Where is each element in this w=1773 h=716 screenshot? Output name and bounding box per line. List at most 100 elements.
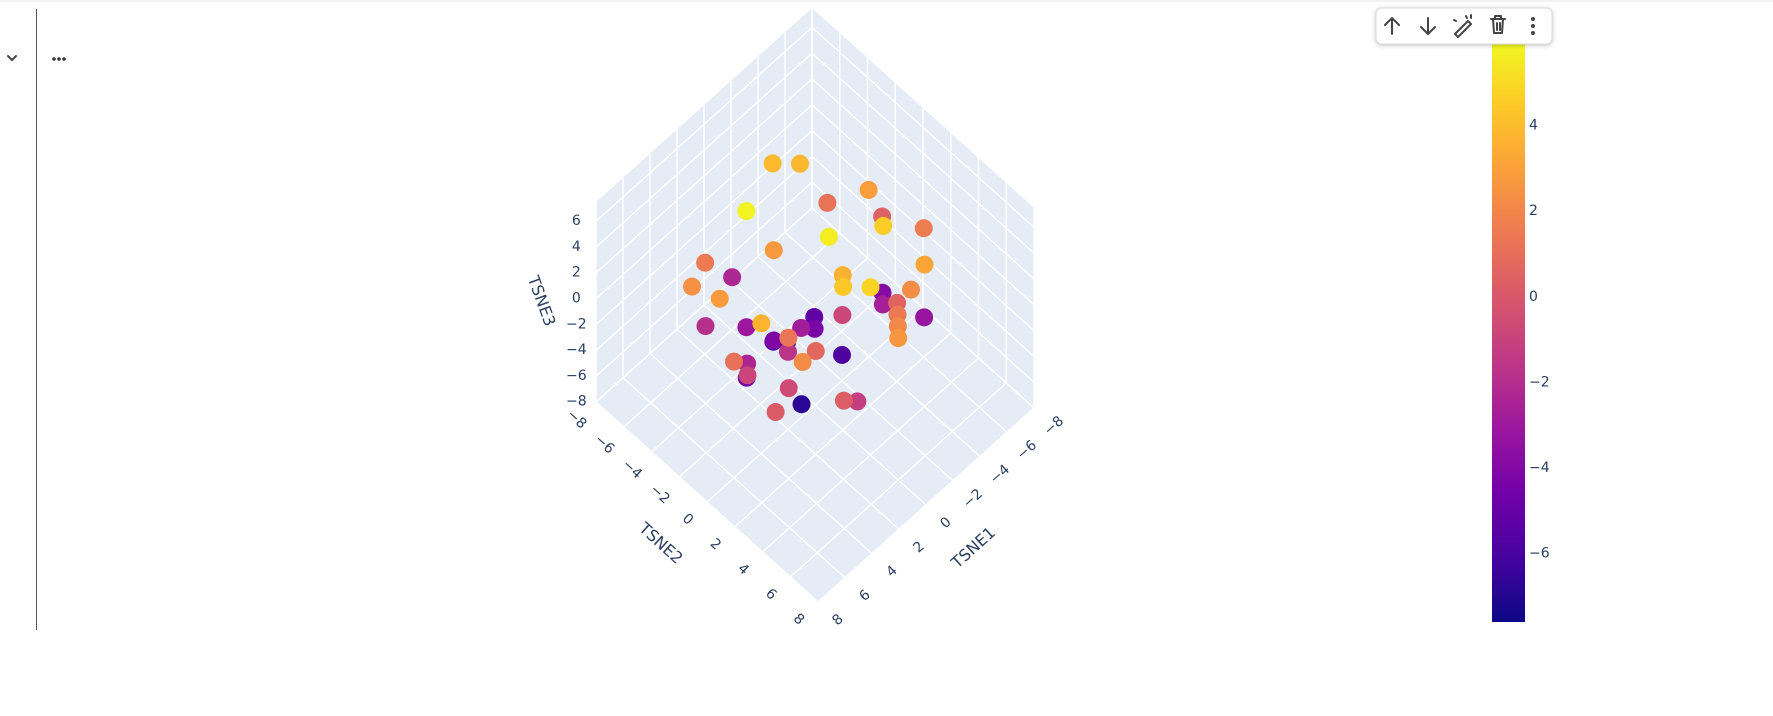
point [806,342,825,361]
x-tick-label: −8 [1041,413,1067,439]
grid-line [706,307,924,503]
grid-line [811,52,1035,254]
x-tick-label: 0 [937,514,954,532]
point [859,180,878,199]
grid-line [811,181,1035,383]
grid-line [811,78,1035,280]
y-tick-label: 8 [790,611,807,629]
x-tick-label: 4 [883,563,900,581]
point [874,216,893,235]
y-tick-label: −2 [647,482,673,508]
point [764,331,783,350]
point [792,318,811,337]
grid-line [595,155,813,351]
x-tick-label: −6 [1014,437,1040,463]
y-tick-label: 6 [762,586,779,604]
point [861,278,880,297]
point [915,308,934,327]
y-tick-label: 0 [679,511,696,529]
grid-line [595,78,813,274]
x-tick-label: −4 [987,462,1013,488]
point [873,295,892,314]
point [848,392,867,411]
colorbar [1492,40,1525,622]
point [710,289,729,308]
point [752,314,771,333]
point [833,345,851,364]
point [683,277,701,296]
point [834,277,853,296]
z-tick-label: 2 [572,265,581,281]
z-tick-label: 4 [572,239,581,255]
y-tick-label: −8 [564,407,590,433]
point [737,202,756,221]
point [889,329,908,348]
grid-line [623,232,841,428]
point [902,280,920,299]
grid-line [811,104,1035,306]
z-tick-label: −6 [566,368,587,384]
point [792,395,811,414]
y-tick-label: 2 [707,536,724,554]
y-axis-title: TSNE2 [635,518,687,568]
z-tick-label: 6 [572,213,581,229]
grid-line [817,407,1035,603]
x-tick-label: 8 [829,611,846,629]
grid-line [789,382,1007,578]
point [779,328,798,347]
collapse-button[interactable] [7,55,17,61]
x-tick-label: −2 [960,486,986,512]
point [766,403,785,422]
grid-line [595,104,813,300]
colorbar-tick-label: 0 [1529,289,1538,305]
grid-line [734,332,952,528]
point [723,268,742,287]
y-tick-label: −6 [591,432,617,458]
point [779,342,797,361]
output-menu-button[interactable] [52,57,66,61]
z-tick-label: 0 [572,291,581,307]
point [791,154,809,173]
point [834,391,853,410]
grid-line [595,26,813,222]
colorbar-tick-label: 2 [1529,203,1538,219]
point [819,227,838,246]
y-tick-label: −4 [619,457,645,483]
point [738,366,757,385]
grid-line [761,357,980,553]
colorbar-tick-label: −6 [1529,546,1550,562]
grid-line [595,52,813,248]
point [805,319,824,338]
point [818,193,837,212]
point [696,317,715,336]
point [914,219,933,238]
point [696,253,715,272]
colorbar-tick-label: −2 [1529,374,1550,390]
grid-line [595,207,813,403]
point [779,379,798,398]
point [763,154,782,173]
grid-line [811,207,1035,409]
z-tick-label: −4 [566,342,587,358]
point [737,318,756,337]
x-axis-title: TSNE1 [947,523,999,573]
point [725,352,743,371]
grid-line [595,181,813,377]
grid-line [811,26,1035,228]
x-tick-label: 6 [856,587,873,605]
point [833,306,852,325]
z-tick-label: −8 [566,394,587,410]
point [915,255,934,274]
z-axis-title: TSNE3 [524,272,560,328]
point [764,241,783,260]
y-tick-label: 4 [734,561,751,579]
x-tick-label: 2 [910,538,927,556]
point [793,352,812,371]
colorbar-tick-label: 4 [1529,118,1538,134]
grid-line [650,257,869,453]
colorbar-tick-label: −4 [1529,460,1550,476]
z-tick-label: −2 [566,316,587,332]
